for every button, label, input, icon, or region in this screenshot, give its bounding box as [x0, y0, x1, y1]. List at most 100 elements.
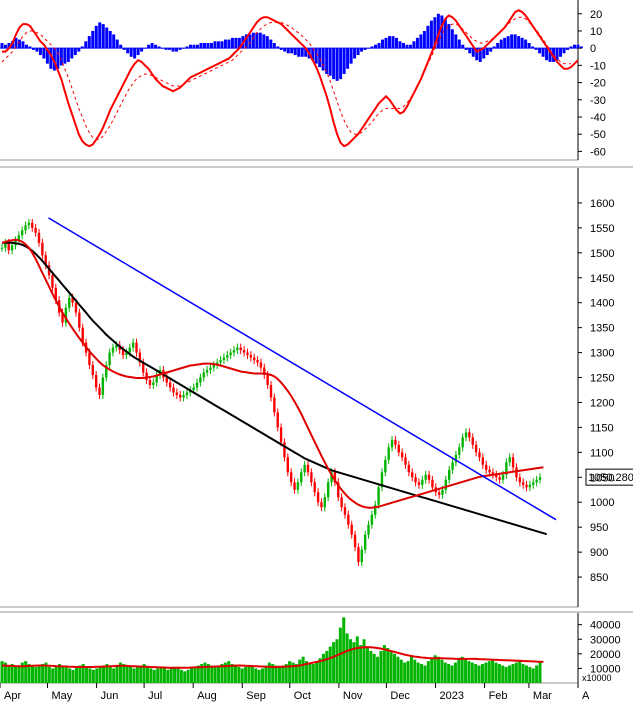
volume-bar — [105, 664, 109, 683]
histogram-bar — [517, 36, 521, 49]
histogram-bar — [457, 39, 461, 49]
volume-bar — [68, 668, 72, 683]
volume-bar — [132, 668, 136, 683]
candle-body — [528, 484, 532, 488]
histogram-bar — [394, 37, 398, 49]
x-tick-label: Apr — [4, 690, 21, 702]
histogram-bar — [31, 48, 35, 50]
histogram-bar — [244, 34, 248, 49]
oscillator-line — [2, 9, 579, 148]
histogram-bar — [412, 41, 416, 49]
histogram-bar — [401, 43, 405, 49]
histogram-bar — [335, 48, 339, 81]
histogram-bar — [265, 36, 269, 49]
candle-body — [488, 469, 491, 473]
volume-bar — [254, 668, 258, 683]
candle-body — [404, 457, 407, 465]
candle-body — [474, 444, 478, 453]
candle-body — [135, 342, 138, 353]
y-tick-label: 1000 — [590, 497, 614, 509]
volume-bar — [51, 668, 55, 683]
volume-bar — [504, 666, 508, 683]
x-tick-label: 2023 — [439, 690, 463, 702]
candle-body — [411, 472, 414, 478]
volume-bar — [247, 665, 251, 683]
volume-bar — [125, 665, 129, 683]
histogram-bar — [279, 48, 283, 50]
volume-bar — [58, 664, 62, 683]
volume-bar — [420, 664, 424, 683]
volume-bar — [61, 665, 65, 683]
volume-bar — [474, 664, 478, 683]
histogram-bar — [70, 48, 74, 59]
histogram-bar — [234, 37, 238, 49]
candle-body — [454, 454, 458, 463]
histogram-bar — [426, 25, 430, 49]
volume-bar — [518, 661, 522, 683]
candle-body — [374, 504, 377, 515]
candle-body — [360, 549, 363, 563]
candle-body — [24, 225, 27, 231]
volume-bar — [480, 664, 484, 683]
volume-bar — [30, 665, 34, 683]
volume-bar — [274, 665, 278, 683]
candle-body — [293, 482, 296, 490]
candle-body — [424, 474, 427, 480]
candle-body — [337, 482, 340, 498]
volume-bar — [78, 665, 82, 683]
histogram-bar — [175, 48, 179, 52]
candle-body — [192, 387, 195, 390]
histogram-bar — [3, 44, 7, 49]
histogram-bar — [325, 48, 329, 74]
candle-body — [468, 432, 471, 438]
histogram-bar — [346, 48, 350, 69]
candle-body — [518, 477, 522, 483]
histogram-bar — [475, 48, 479, 61]
histogram-bar — [154, 44, 158, 49]
histogram-bar — [133, 48, 137, 59]
candle-body — [138, 352, 142, 363]
histogram-bar — [24, 44, 28, 49]
moving-average-long-line — [2, 241, 547, 536]
candle-body — [236, 347, 239, 351]
volume-bar — [237, 666, 241, 683]
volume-bar — [288, 661, 292, 683]
candle-body — [380, 472, 384, 488]
histogram-bar — [443, 18, 447, 49]
histogram-bar — [374, 44, 378, 49]
volume-bar — [71, 669, 75, 683]
histogram-bar — [454, 34, 458, 49]
volume-bar — [159, 666, 163, 683]
volume-bar — [3, 662, 7, 683]
candle-body — [417, 482, 421, 485]
candle-body — [316, 492, 320, 503]
y-tick-label: 1450 — [590, 273, 614, 285]
y-tick-label: 10000 — [590, 663, 621, 675]
y-tick-label: 1400 — [590, 298, 614, 310]
volume-bar — [206, 664, 210, 683]
volume-bar — [217, 665, 221, 683]
histogram-bar — [545, 48, 549, 61]
histogram-bar — [506, 36, 510, 49]
volume-bar — [535, 665, 539, 683]
histogram-bar — [419, 34, 423, 49]
candle-body — [148, 380, 152, 386]
candle-body — [202, 372, 205, 378]
volume-bar — [369, 650, 373, 683]
histogram-bar — [510, 34, 514, 49]
candle-body — [68, 297, 71, 308]
candle-body — [246, 352, 249, 356]
candle-body — [276, 412, 279, 428]
volume-bar — [291, 662, 295, 683]
histogram-bar — [0, 43, 4, 49]
volume-bar — [470, 662, 474, 683]
candle-body — [142, 362, 145, 373]
volume-bar — [37, 665, 41, 683]
volume-bar — [122, 664, 126, 683]
candle-body — [219, 360, 222, 363]
histogram-bar — [35, 48, 39, 52]
volume-bar — [162, 668, 166, 683]
axes: 20 10 0 -10 -20 -30 -40 -50 -60 1600 1550 1500 1450 1… — [0, 9, 621, 702]
candle-body — [330, 472, 333, 483]
volume-bar — [44, 662, 48, 683]
